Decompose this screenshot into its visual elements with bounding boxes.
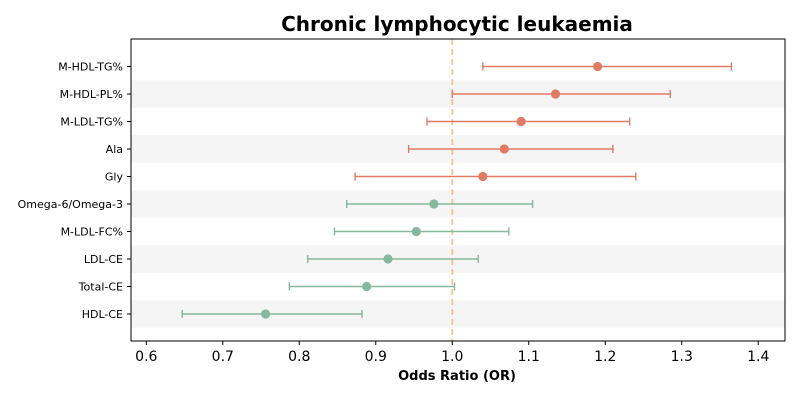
x-tick-label: 1.2 bbox=[594, 349, 616, 365]
forest-row bbox=[451, 89, 671, 99]
odds-ratio-point bbox=[516, 116, 526, 127]
odds-ratio-point bbox=[592, 61, 603, 72]
forest-row bbox=[354, 171, 637, 182]
forest-row bbox=[288, 281, 456, 292]
x-tick-label: 1.0 bbox=[441, 349, 463, 365]
y-tick-label: M-HDL-PL% bbox=[60, 88, 123, 101]
y-tick-label: Total-CE bbox=[78, 281, 123, 294]
forest-row bbox=[426, 116, 631, 127]
forest-row bbox=[346, 199, 534, 209]
y-tick-label: M-LDL-FC% bbox=[61, 226, 123, 239]
odds-ratio-point bbox=[383, 254, 393, 264]
x-tick-label: 0.7 bbox=[212, 349, 234, 365]
x-tick-label: 1.1 bbox=[518, 349, 540, 365]
forest-row bbox=[181, 309, 363, 319]
y-tick-label: M-HDL-TG% bbox=[58, 61, 123, 74]
x-tick-label: 0.8 bbox=[288, 349, 310, 365]
x-tick-label: 0.6 bbox=[135, 349, 157, 365]
forest-row bbox=[306, 254, 479, 264]
y-tick-label: HDL-CE bbox=[82, 308, 123, 321]
odds-ratio-point bbox=[411, 226, 421, 237]
y-tick-label: Omega-6/Omega-3 bbox=[18, 198, 123, 211]
forest-row bbox=[482, 61, 733, 72]
forest-row bbox=[333, 226, 510, 237]
odds-ratio-point bbox=[429, 199, 439, 209]
chart-title: Chronic lymphocytic leukaemia bbox=[281, 12, 633, 36]
y-tick-label: Ala bbox=[106, 143, 123, 156]
y-tick-label: Gly bbox=[105, 171, 124, 184]
x-tick-label: 0.9 bbox=[365, 349, 387, 365]
odds-ratio-point bbox=[361, 281, 372, 292]
y-axis-labels: M-HDL-TG% M-HDL-PL% M-LDL-TG% Ala Gly Omega-6… bbox=[18, 61, 131, 321]
y-tick-label: LDL-CE bbox=[84, 253, 123, 266]
y-tick-label: M-LDL-TG% bbox=[60, 116, 123, 129]
data-rows bbox=[181, 61, 733, 319]
x-axis-ticks: 0.6 0.7 0.8 0.9 1.0 1.1 1.2 1.3 1.4 bbox=[135, 341, 769, 365]
x-tick-label: 1.4 bbox=[747, 349, 769, 365]
x-tick-label: 1.3 bbox=[671, 349, 693, 365]
x-axis-label: Odds Ratio (OR) bbox=[398, 369, 516, 384]
odds-ratio-point bbox=[550, 89, 561, 99]
plot-frame bbox=[130, 38, 786, 342]
odds-ratio-point bbox=[261, 309, 271, 319]
odds-ratio-point bbox=[499, 144, 509, 154]
odds-ratio-point bbox=[478, 171, 488, 182]
forest-row bbox=[407, 144, 614, 154]
